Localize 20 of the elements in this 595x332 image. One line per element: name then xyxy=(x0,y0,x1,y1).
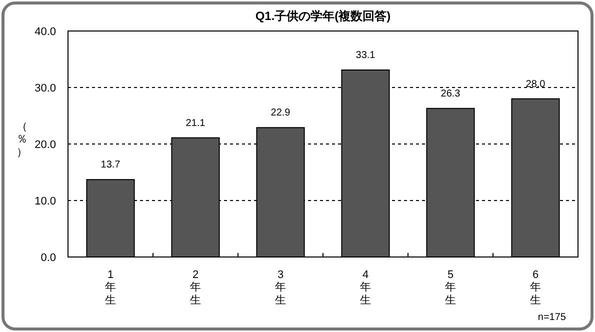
y-tick-label: 10.0 xyxy=(34,196,56,208)
data-label: 22.9 xyxy=(270,108,291,119)
y-tick-label: 0.0 xyxy=(40,252,56,264)
y-tick-label: 40.0 xyxy=(34,26,56,38)
data-label: 26.3 xyxy=(440,88,461,100)
x-tick-label: 5年生 xyxy=(445,269,456,306)
y-axis-title: （％） xyxy=(16,121,28,158)
x-tick-label: 3年生 xyxy=(275,269,286,306)
x-tick-label: 6年生 xyxy=(530,269,541,306)
y-tick-label: 20.0 xyxy=(34,139,56,151)
data-label: 13.7 xyxy=(100,160,121,171)
data-label: 21.1 xyxy=(186,118,206,129)
x-tick-label: 2年生 xyxy=(190,269,201,306)
text: n=175 xyxy=(538,312,566,323)
data-label: 28.0 xyxy=(526,78,546,90)
chart-title: Q1.子供の学年(複数回答) xyxy=(255,9,391,23)
x-tick-label: 1年生 xyxy=(105,269,116,306)
data-label: 33.1 xyxy=(356,50,376,61)
x-tick-label: 4年生 xyxy=(360,269,371,306)
y-tick-label: 30.0 xyxy=(34,82,56,94)
